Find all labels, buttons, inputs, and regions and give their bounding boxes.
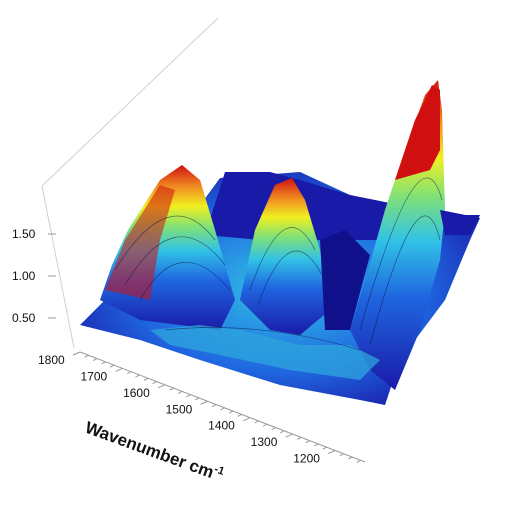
x-tick-mark-minor	[228, 410, 234, 414]
axis-frame	[41, 17, 219, 349]
x-tick-label: 1200	[293, 452, 320, 466]
x-tick-mark-minor	[135, 374, 140, 378]
x-tick-mark-minor	[92, 358, 98, 362]
x-tick-mark-minor	[109, 364, 115, 368]
x-tick-mark-minor	[296, 436, 302, 440]
x-tick-mark-minor	[279, 430, 285, 434]
x-tick-mark-minor	[313, 443, 319, 447]
x-tick-mark-minor	[194, 397, 200, 401]
x-tick-label: 1500	[166, 402, 193, 416]
x-tick-mark-minor	[348, 456, 353, 460]
x-axis-line	[79, 351, 366, 463]
x-tick-mark-minor	[186, 394, 191, 398]
x-tick-mark-major	[328, 450, 336, 454]
x-tick-mark-minor	[254, 420, 259, 424]
x-tick-mark-minor	[101, 361, 106, 365]
x-tick-label: 1600	[123, 386, 150, 400]
x-tick-mark-minor	[220, 407, 225, 411]
x-tick-mark-minor	[262, 423, 268, 427]
surface-peak-1-ridge	[105, 185, 175, 300]
x-tick-mark-major	[72, 351, 81, 356]
x-tick-label: 1800	[38, 353, 65, 367]
x-tick-label: 1400	[208, 419, 235, 433]
z-axis: 1.50 1.00 0.50	[12, 227, 56, 325]
surface-peak-3-top	[395, 85, 440, 180]
surface-peak-2	[240, 178, 330, 335]
x-tick-mark-major	[115, 367, 123, 372]
x-tick-mark-minor	[169, 387, 174, 391]
x-tick-label: 1300	[251, 435, 278, 449]
x-tick-mark-major	[157, 384, 166, 389]
x-tick-label: 1700	[81, 369, 108, 383]
x-axis: 1800 1700 1600 1500 1400 1300 1200	[38, 351, 366, 466]
surface-valley	[320, 230, 370, 330]
z-tick-label: 1.00	[12, 269, 36, 283]
surface	[80, 80, 480, 405]
surface-front-band	[150, 325, 380, 380]
x-axis-title: Wavenumber cm-1	[83, 417, 226, 485]
x-tick-mark-minor	[339, 453, 344, 457]
x-tick-mark-minor	[143, 377, 149, 381]
x-tick-mark-minor	[322, 446, 327, 450]
x-tick-mark-minor	[271, 427, 276, 430]
x-tick-mark-minor	[126, 371, 132, 375]
z-tick-label: 0.50	[12, 311, 36, 325]
surface-right-tail	[440, 210, 480, 235]
x-tick-mark-minor	[211, 404, 217, 407]
x-tick-mark-minor	[237, 413, 242, 417]
x-tick-mark-major	[200, 400, 208, 405]
z-tick-label: 1.50	[12, 227, 36, 241]
x-tick-mark-minor	[177, 390, 183, 394]
x-tick-mark-major	[242, 417, 251, 422]
x-tick-mark-minor	[152, 381, 157, 384]
x-tick-mark-minor	[356, 459, 361, 463]
x-tick-mark-minor	[84, 354, 89, 358]
x-tick-mark-minor	[305, 440, 310, 444]
x-tick-mark-major	[285, 433, 293, 438]
